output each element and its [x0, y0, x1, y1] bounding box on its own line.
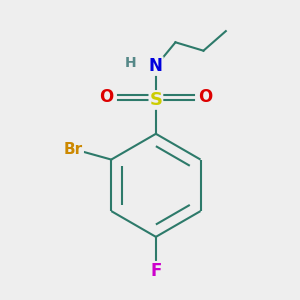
Text: H: H	[125, 56, 137, 70]
Text: Br: Br	[64, 142, 83, 158]
Text: S: S	[149, 91, 162, 109]
Text: N: N	[149, 57, 163, 75]
Text: F: F	[150, 262, 162, 280]
Text: O: O	[99, 88, 113, 106]
Text: O: O	[198, 88, 212, 106]
